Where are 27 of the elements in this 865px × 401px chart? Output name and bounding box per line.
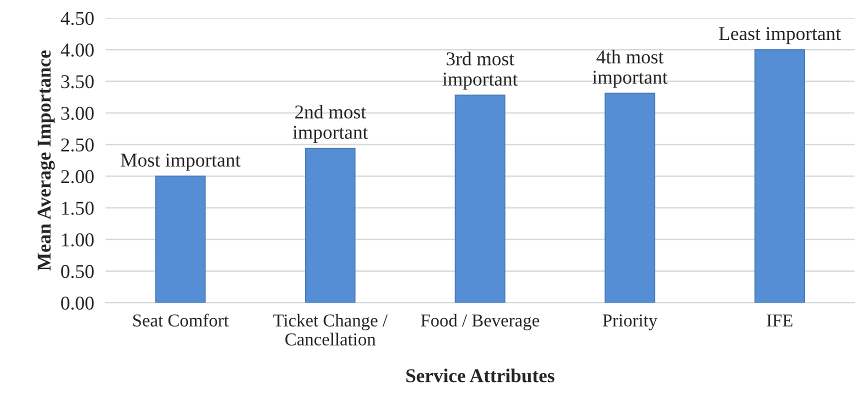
- bar: [304, 148, 356, 303]
- y-tick-label: 1.00: [62, 233, 94, 247]
- y-tick-label: 4.00: [60, 43, 94, 57]
- bar: [155, 176, 206, 303]
- y-tick-label: 2.50: [61, 138, 94, 152]
- bar: [604, 92, 656, 303]
- y-tick-label: 3.50: [61, 75, 94, 88]
- x-tick-label: IFE: [766, 314, 792, 326]
- bar: [754, 49, 805, 303]
- bar: [454, 94, 506, 303]
- annotation: 4th most important: [592, 50, 668, 88]
- y-axis-title: Mean Average Importance: [38, 50, 55, 271]
- y-tick-label: 1.50: [62, 202, 94, 215]
- y-tick-label: 4.50: [60, 12, 94, 26]
- x-tick-label: Seat Comfort: [133, 314, 229, 327]
- x-tick-label: Ticket Change / Cancellation: [273, 314, 388, 346]
- x-tick-label: Priority: [602, 314, 658, 330]
- x-tick-label: Food / Beverage: [420, 314, 540, 330]
- y-tick-label: 3.00: [61, 106, 94, 120]
- y-tick-label: 2.00: [61, 170, 94, 184]
- y-tick-label: 0.50: [61, 264, 94, 278]
- y-tick-label: 0.00: [61, 296, 94, 310]
- annotation: Least important: [718, 27, 841, 44]
- annotation: 2nd most important: [292, 104, 368, 143]
- annotation: Most important: [120, 154, 241, 171]
- annotation: 3rd most important: [442, 52, 518, 90]
- x-axis-title: Service Attributes: [406, 368, 554, 382]
